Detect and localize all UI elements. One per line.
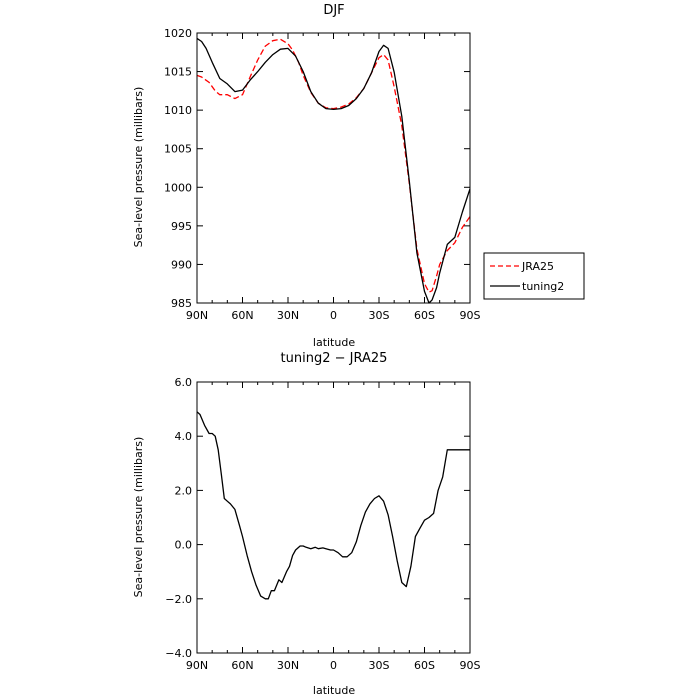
bottom-x-tick-label: 90S xyxy=(460,659,481,672)
top-x-tick-label: 90N xyxy=(186,309,208,322)
bottom-y-tick-label: 0.0 xyxy=(175,539,193,552)
top-y-tick-label: 1010 xyxy=(164,104,192,117)
top-series-line-jra25 xyxy=(196,38,471,293)
bottom-x-tick-label: 0 xyxy=(330,659,337,672)
bottom-y-tick-label: 4.0 xyxy=(175,430,193,443)
top-series-line-tuning2 xyxy=(196,37,471,304)
top-chart-frame xyxy=(196,32,471,304)
bottom-x-tick-label: 60N xyxy=(231,659,253,672)
bottom-y-tick-label: −2.0 xyxy=(165,593,192,606)
bottom-y-tick-label: 6.0 xyxy=(175,376,193,389)
legend-box xyxy=(483,252,585,300)
top-x-tick-label: 60N xyxy=(231,309,253,322)
bottom-y-tick-label: 2.0 xyxy=(175,484,193,497)
top-x-tick-label: 30S xyxy=(369,309,390,322)
bottom-x-tick-label: 30N xyxy=(277,659,299,672)
top-y-tick-label: 1015 xyxy=(164,66,192,79)
legend: JRA25 tuning2 xyxy=(483,252,585,300)
top-chart-title: DJF xyxy=(323,3,344,18)
bottom-chart-series xyxy=(196,411,470,600)
top-y-tick-label: 1000 xyxy=(164,181,192,194)
bottom-chart-xlabel: latitude xyxy=(313,684,355,697)
top-y-tick-label: 1020 xyxy=(164,27,192,40)
bottom-chart-ylabel: Sea-level pressure (millibars) xyxy=(132,437,145,598)
bottom-chart-title: tuning2 − JRA25 xyxy=(281,351,388,366)
legend-label-tuning2: tuning2 xyxy=(522,280,564,293)
bottom-chart: tuning2 − JRA25 latitude Sea-level press… xyxy=(132,351,481,697)
top-y-tick-label: 985 xyxy=(171,297,192,310)
top-chart-ylabel: Sea-level pressure (millibars) xyxy=(132,87,145,248)
top-x-tick-label: 90S xyxy=(460,309,481,322)
bottom-x-tick-label: 30S xyxy=(369,659,390,672)
bottom-chart-ticks: 90N 60N 30N 0 30S 60S 90S −4.0 −2.0 0.0 2.0 4.0 6.0 xyxy=(165,376,480,672)
bottom-series-line-diff xyxy=(196,411,470,600)
bottom-y-tick-label: −4.0 xyxy=(165,647,192,660)
top-y-tick-label: 1005 xyxy=(164,143,192,156)
top-chart-ticks: 90N 60N 30N 0 30S 60S 90S 985 990 995 1000 1005 1010… xyxy=(164,27,481,322)
top-x-tick-label: 0 xyxy=(330,309,337,322)
bottom-x-tick-label: 60S xyxy=(414,659,435,672)
top-x-tick-label: 30N xyxy=(277,309,299,322)
bottom-x-tick-label: 90N xyxy=(186,659,208,672)
top-x-tick-label: 60S xyxy=(414,309,435,322)
top-y-tick-label: 990 xyxy=(171,258,192,271)
top-chart-xlabel: latitude xyxy=(313,336,355,349)
legend-label-jra25: JRA25 xyxy=(521,260,554,273)
top-chart: DJF latitude Sea-level pressure (milliba… xyxy=(132,3,481,349)
bottom-chart-frame xyxy=(196,381,471,654)
top-y-tick-label: 995 xyxy=(171,220,192,233)
top-chart-series xyxy=(196,37,471,304)
